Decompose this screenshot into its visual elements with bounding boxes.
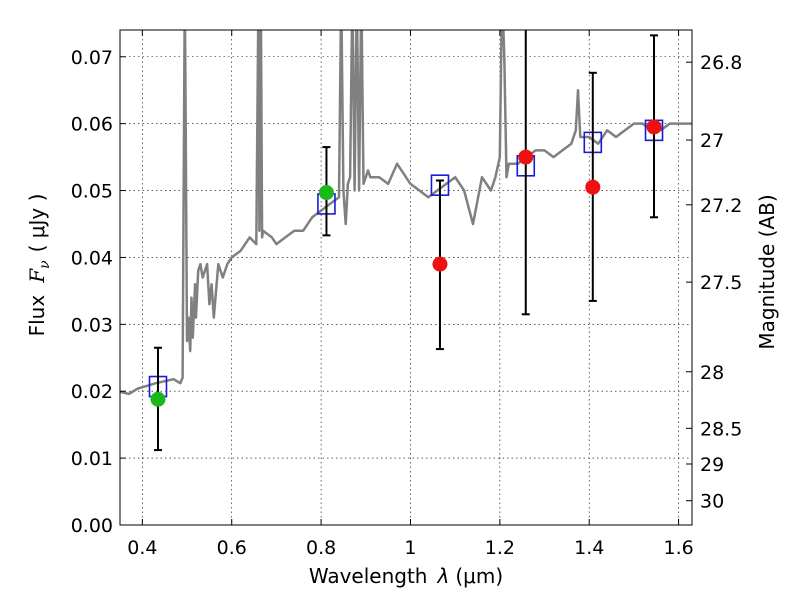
x-tick-label: 0.4 bbox=[127, 537, 157, 559]
x-tick-label: 1.4 bbox=[574, 537, 604, 559]
y-tick-label: 0.07 bbox=[71, 47, 113, 69]
x-tick-label: 0.8 bbox=[306, 537, 336, 559]
y-tick-label: 0.03 bbox=[71, 314, 113, 336]
y2-tick-label: 28 bbox=[700, 362, 724, 384]
data-layer bbox=[120, 30, 692, 452]
observed-red-point bbox=[432, 256, 448, 272]
x-axis-title: Wavelength λ (μm) bbox=[309, 564, 503, 588]
ticks: 0.4 0.6 0.8 1 1.2 1.4 1.6 0.00 0.01 0.02 0.03 0.04 0… bbox=[71, 30, 742, 559]
y-tick-label: 0.04 bbox=[71, 247, 113, 269]
y-axis-title-symbol: F bbox=[25, 268, 49, 284]
y-tick-label: 0.06 bbox=[71, 114, 113, 136]
plot-frame bbox=[119, 29, 693, 526]
y-tick-label: 0.00 bbox=[71, 515, 113, 537]
y-tick-label: 0.02 bbox=[71, 381, 113, 403]
y-axis-title-unit: ( μJy ) bbox=[25, 194, 49, 253]
y2-tick-label: 28.5 bbox=[700, 418, 742, 440]
y2-tick-label: 29 bbox=[700, 454, 724, 476]
observed-red-point bbox=[518, 149, 534, 165]
y-tick-label: 0.01 bbox=[71, 448, 113, 470]
y2-tick-label: 26.8 bbox=[700, 52, 742, 74]
y-tick-label: 0.05 bbox=[71, 181, 113, 203]
y2-tick-label: 27.5 bbox=[700, 272, 742, 294]
model-spectrum-line bbox=[120, 30, 692, 396]
y-axis-title-prefix: Flux bbox=[25, 295, 49, 337]
grid bbox=[120, 30, 692, 526]
observed-red-point bbox=[585, 179, 601, 195]
x-axis-title-symbol: λ bbox=[437, 564, 450, 588]
observed-red-point bbox=[646, 119, 662, 135]
y-axis-title: Flux Fν ( μJy ) bbox=[25, 194, 53, 337]
x-tick-label: 1.6 bbox=[663, 537, 693, 559]
observed-green-point bbox=[150, 391, 166, 407]
x-tick-label: 0.6 bbox=[217, 537, 247, 559]
x-axis-title-prefix: Wavelength bbox=[309, 564, 428, 588]
x-tick-label: 1 bbox=[404, 537, 416, 559]
observed-green-point bbox=[318, 185, 334, 201]
y-axis-title-subscript: ν bbox=[37, 260, 53, 269]
y2-axis-title: Magnitude (AB) bbox=[755, 194, 779, 349]
x-tick-label: 1.2 bbox=[485, 537, 515, 559]
y2-tick-label: 30 bbox=[700, 491, 724, 513]
x-axis-title-unit: (μm) bbox=[455, 564, 503, 588]
y2-tick-label: 27.2 bbox=[700, 195, 742, 217]
y2-tick-label: 27 bbox=[700, 130, 724, 152]
